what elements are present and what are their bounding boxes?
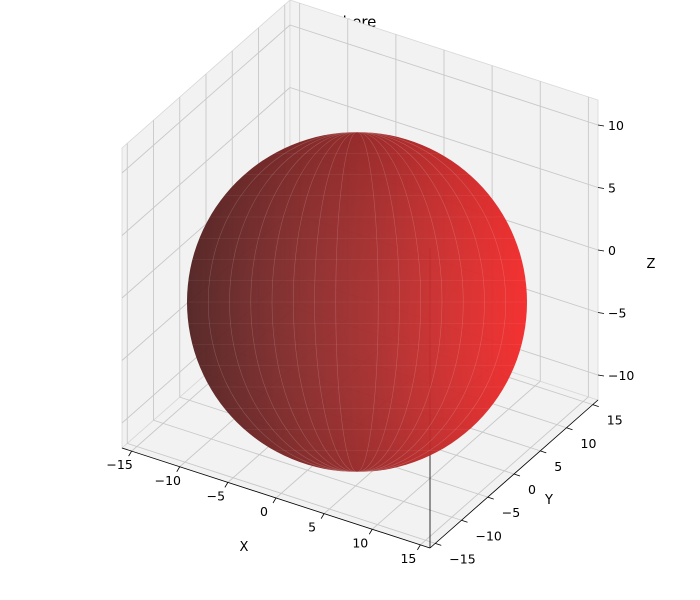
x-tick	[272, 497, 277, 504]
z-tick-label: 0	[608, 243, 616, 258]
z-tick	[597, 124, 605, 127]
x-tick-label: 5	[308, 520, 316, 535]
y-tick	[592, 404, 599, 408]
x-tick	[224, 482, 229, 488]
y-tick	[461, 519, 468, 523]
sphere-meridian	[207, 132, 507, 472]
sphere-meridian	[229, 132, 485, 472]
sphere-meridian	[207, 132, 507, 472]
x-tick-label: −5	[207, 488, 225, 503]
y-axis-label: Y	[544, 493, 553, 508]
y-tick-label: −15	[449, 551, 475, 566]
x-tick-label: −10	[155, 473, 181, 488]
sphere-meridian	[250, 132, 464, 472]
z-tick	[597, 187, 605, 189]
x-tick	[176, 466, 181, 472]
x-tick-label: −15	[106, 457, 132, 472]
sphere-meridian	[314, 132, 400, 472]
tick-marks	[128, 124, 605, 551]
y-tick-label: 10	[581, 436, 597, 451]
x-tick-label: 15	[400, 551, 416, 566]
sphere-meridian	[314, 132, 400, 472]
x-tick	[368, 529, 373, 535]
sphere-meridian	[335, 132, 379, 472]
sphere-meridian	[250, 132, 464, 472]
y-tick-label: 5	[554, 459, 562, 474]
z-tick-label: 5	[608, 181, 616, 196]
sphere-meridian	[229, 132, 485, 472]
x-tick	[417, 544, 421, 551]
x-tick-label: 10	[352, 535, 368, 550]
sphere-surface	[187, 132, 527, 472]
grid-line-y-floor	[153, 419, 462, 521]
z-tick-label: −5	[608, 306, 626, 321]
y-tick	[540, 450, 547, 454]
sphere-meridian	[335, 132, 379, 472]
z-tick-label: −10	[608, 368, 634, 383]
y-tick-label: −5	[502, 505, 520, 520]
z-axis-label: Z	[647, 257, 656, 272]
y-tick-label: 15	[607, 413, 623, 428]
grid-line-z-left	[121, 87, 291, 236]
sphere-shading	[187, 132, 527, 472]
sphere-meridian	[271, 132, 443, 472]
z-tick	[597, 312, 605, 314]
sphere-meridian	[292, 132, 422, 472]
z-tick-label: 10	[608, 118, 624, 133]
y-tick	[513, 473, 521, 477]
x-tick-label: 0	[260, 504, 268, 519]
y-tick-label: −10	[476, 528, 502, 543]
z-tick	[597, 374, 605, 377]
z-tick	[597, 249, 605, 252]
grid-line-z-left	[121, 24, 291, 174]
sphere-meridian	[292, 132, 422, 472]
y-tick	[566, 427, 573, 431]
y-tick	[435, 542, 442, 546]
y-tick-label: 0	[528, 482, 536, 497]
grid-line-z-back	[289, 87, 599, 188]
x-tick	[320, 513, 325, 519]
grid-line-y-floor	[127, 442, 436, 544]
x-tick	[128, 450, 132, 457]
x-axis-label: X	[240, 540, 249, 555]
grid-line-z-back	[289, 24, 599, 126]
sphere-mesh	[187, 132, 527, 472]
sphere-meridian	[271, 132, 443, 472]
y-tick	[487, 496, 494, 500]
